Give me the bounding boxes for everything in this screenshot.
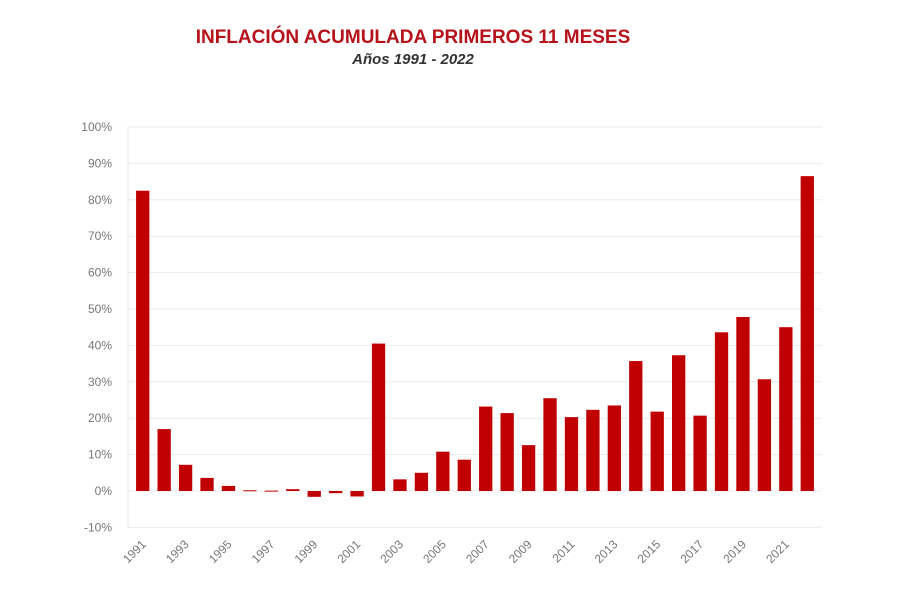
bar-2001 <box>350 491 364 497</box>
bar-1993 <box>178 464 193 491</box>
x-tick-label: 2007 <box>463 537 492 566</box>
bar-2021 <box>779 327 793 491</box>
bar-1998 <box>286 489 300 491</box>
y-tick-label: 10% <box>88 448 112 462</box>
x-tick-label: 2009 <box>506 537 535 566</box>
bar-2016 <box>672 355 686 491</box>
x-tick-label: 2017 <box>677 537 706 566</box>
x-tick-label: 2013 <box>592 537 621 566</box>
bar-2005 <box>436 451 450 491</box>
bar-2010 <box>543 398 557 491</box>
x-tick-label: 2015 <box>635 537 664 566</box>
bar-1999 <box>307 491 321 497</box>
x-tick-label: 2011 <box>549 537 577 565</box>
y-tick-label: 0% <box>95 484 113 498</box>
bar-2003 <box>393 479 407 491</box>
y-tick-label: 40% <box>88 338 112 352</box>
bar-1992 <box>157 429 171 491</box>
bar-2000 <box>329 491 343 494</box>
bar-2020 <box>757 379 772 491</box>
bar-2012 <box>586 409 600 491</box>
bar-2018 <box>714 332 729 491</box>
x-tick-label: 2019 <box>720 537 749 566</box>
bar-2002 <box>371 343 386 491</box>
x-tick-label: 1999 <box>292 537 321 566</box>
y-tick-label: -10% <box>84 520 112 534</box>
bar-2019 <box>736 317 750 491</box>
y-tick-label: 20% <box>88 411 112 425</box>
bar-2004 <box>414 472 429 491</box>
bar-2009 <box>521 445 536 491</box>
chart-title: INFLACIÓN ACUMULADA PRIMEROS 11 MESES <box>195 27 631 48</box>
x-tick-label: 1995 <box>206 537 235 566</box>
y-tick-label: 50% <box>88 302 112 316</box>
y-tick-label: 60% <box>88 266 112 280</box>
x-tick-label: 1991 <box>120 537 149 566</box>
bar-2017 <box>693 415 707 491</box>
chart-subtitle: Años 1991 - 2022 <box>352 51 474 68</box>
bar-1995 <box>221 485 236 491</box>
x-tick-label: 2005 <box>420 537 449 566</box>
y-tick-label: 70% <box>88 229 112 243</box>
x-tick-label: 1997 <box>249 537 278 566</box>
bar-2014 <box>629 361 643 491</box>
bar-2013 <box>607 405 621 491</box>
bar-1997 <box>264 490 278 492</box>
bar-2011 <box>564 417 579 491</box>
y-tick-label: 100% <box>81 120 112 134</box>
bar-2008 <box>500 413 514 491</box>
bar-1994 <box>200 477 214 491</box>
x-tick-label: 2021 <box>763 537 792 566</box>
y-tick-label: 90% <box>88 156 112 170</box>
bar-1991 <box>136 190 150 491</box>
y-tick-label: 30% <box>88 375 112 389</box>
bar-1996 <box>243 490 257 492</box>
bar-2015 <box>650 411 664 491</box>
x-tick-label: 2001 <box>334 537 363 566</box>
bar-2006 <box>457 459 471 491</box>
y-tick-label: 80% <box>88 193 112 207</box>
bar-2022 <box>800 176 814 491</box>
x-tick-label: 1993 <box>163 537 192 566</box>
x-tick-label: 2003 <box>377 537 406 566</box>
bar-2007 <box>479 406 493 491</box>
